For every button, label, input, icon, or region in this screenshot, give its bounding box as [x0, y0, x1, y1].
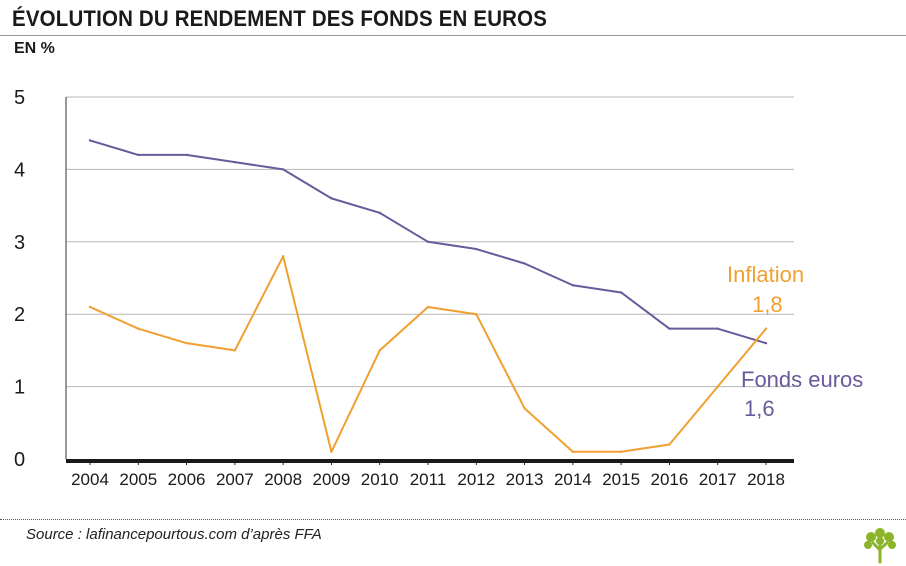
title-divider — [0, 35, 906, 36]
x-tick-label-2010: 2010 — [361, 470, 399, 489]
x-axis-ticks: 2004 2005 2006 2007 2008 2009 2010 2011 2012 2013… — [71, 470, 785, 489]
inflation-point-2008 — [281, 255, 285, 258]
x-tick-label-2009: 2009 — [313, 470, 351, 489]
x-tick-label-2005: 2005 — [119, 470, 157, 489]
y-tick-label-3: 3 — [14, 232, 25, 254]
fonds-euros-point-2012 — [475, 247, 478, 251]
inflation-value-label: 1,8 — [752, 292, 783, 317]
inflation-point-2010 — [378, 349, 381, 352]
fonds-euros-name-label: Fonds euros — [741, 367, 863, 392]
fonds-euros-value-label: 1,6 — [744, 396, 775, 421]
fonds-euros-point-2013 — [523, 262, 526, 265]
x-tick-label-2012: 2012 — [457, 470, 495, 489]
fonds-euros-point-2010 — [378, 211, 381, 215]
grid-lines — [65, 96, 794, 465]
inflation-point-2004 — [88, 305, 92, 309]
inflation-point-2006 — [185, 341, 188, 345]
x-tick-label-2015: 2015 — [602, 470, 640, 489]
x-tick-label-2016: 2016 — [651, 470, 689, 489]
x-tick-label-2007: 2007 — [216, 470, 254, 489]
fonds-euros-point-2016 — [668, 327, 671, 330]
x-tick-label-2011: 2011 — [410, 470, 447, 489]
inflation-point-2017 — [716, 385, 719, 388]
x-tick-label-2006: 2006 — [168, 470, 206, 489]
y-axis-ticks: 0 1 2 3 4 5 — [14, 87, 25, 471]
fonds-euros-point-2018 — [764, 341, 768, 345]
series-lines — [88, 139, 768, 453]
fonds-euros-point-2004 — [88, 139, 92, 142]
inflation-series-line — [89, 255, 767, 453]
inflation-point-2015 — [619, 450, 623, 453]
x-tick-label-2008: 2008 — [264, 470, 302, 489]
x-tick-label-2014: 2014 — [554, 470, 592, 489]
y-tick-label-1: 1 — [14, 377, 25, 399]
x-tick-label-2013: 2013 — [506, 470, 544, 489]
inflation-point-2013 — [523, 407, 526, 410]
x-tick-label-2017: 2017 — [699, 470, 737, 489]
y-tick-label-2: 2 — [14, 304, 25, 326]
fonds-euros-point-2014 — [571, 284, 575, 287]
series-labels: Inflation 1,8 Fonds euros 1,6 — [727, 262, 863, 421]
fonds-euros-point-2007 — [233, 160, 237, 164]
inflation-point-2016 — [668, 443, 671, 446]
fonds-euros-point-2005 — [137, 153, 140, 157]
y-axis-unit-label: EN % — [14, 40, 55, 57]
fonds-euros-point-2015 — [619, 291, 623, 294]
inflation-name-label: Inflation — [727, 262, 804, 287]
y-tick-label-4: 4 — [14, 159, 25, 181]
x-axis-line — [66, 459, 794, 463]
source-note: Source : lafinancepourtous.com d’après F… — [26, 526, 322, 543]
inflation-point-2009 — [330, 450, 333, 453]
inflation-point-2014 — [571, 450, 575, 453]
fonds-euros-point-2008 — [281, 168, 285, 171]
x-tick-label-2004: 2004 — [71, 470, 109, 489]
footer-divider — [0, 519, 906, 520]
inflation-point-2011 — [426, 305, 430, 309]
inflation-point-2007 — [233, 349, 237, 352]
chart-title: ÉVOLUTION DU RENDEMENT DES FONDS EN EURO… — [12, 6, 548, 31]
fonds-euros-point-2011 — [426, 240, 430, 243]
x-tick-label-2018: 2018 — [747, 470, 785, 489]
y-tick-label-5: 5 — [14, 87, 25, 109]
tree-logo-icon — [864, 528, 896, 564]
fonds-euros-point-2009 — [330, 197, 333, 200]
inflation-point-2012 — [475, 313, 478, 316]
fonds-euros-point-2017 — [716, 327, 719, 330]
y-tick-label-0: 0 — [14, 449, 25, 471]
inflation-point-2018 — [764, 327, 768, 330]
fonds-euros-point-2006 — [185, 153, 188, 157]
inflation-point-2005 — [137, 327, 140, 330]
